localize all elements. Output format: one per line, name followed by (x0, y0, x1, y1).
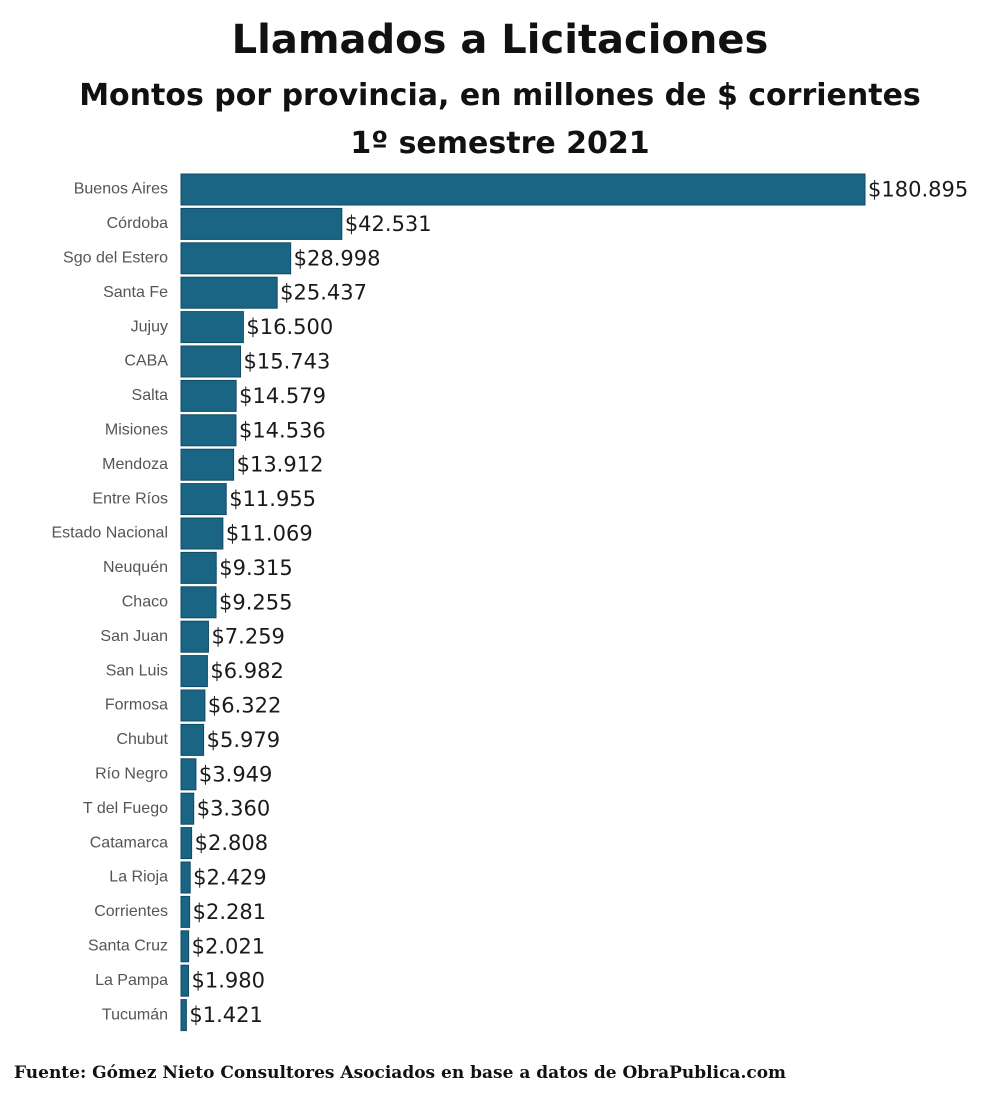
bar-6 (180, 379, 237, 412)
category-label: Santa Fe (103, 284, 168, 301)
bar-22 (180, 930, 190, 963)
category-label: Entre Ríos (92, 490, 168, 507)
value-label: $2.429 (193, 866, 266, 890)
category-label: Tucumán (102, 1006, 168, 1023)
category-label: Mendoza (102, 456, 168, 473)
category-label: Chubut (116, 731, 168, 748)
category-label: Neuquén (103, 559, 168, 576)
category-label: Buenos Aires (74, 181, 168, 198)
category-label: CABA (124, 353, 168, 370)
bar-4 (180, 311, 244, 344)
value-label: $1.421 (189, 1003, 262, 1027)
bar-7 (180, 414, 237, 447)
value-label: $5.979 (207, 728, 280, 752)
category-label: La Pampa (95, 972, 168, 989)
category-label: Formosa (105, 697, 168, 714)
value-label: $3.949 (199, 762, 272, 786)
value-label: $42.531 (345, 212, 432, 236)
bar-23 (180, 964, 189, 997)
bar-17 (180, 758, 197, 791)
value-label: $6.322 (208, 694, 281, 718)
bar-10 (180, 517, 224, 550)
value-label: $16.500 (246, 315, 333, 339)
category-label: Sgo del Estero (63, 250, 168, 267)
category-label: Catamarca (90, 834, 168, 851)
category-label: Río Negro (95, 766, 168, 783)
value-label: $2.281 (193, 900, 266, 924)
value-label: $9.315 (219, 556, 292, 580)
value-label: $28.998 (294, 246, 381, 270)
value-label: $9.255 (219, 590, 292, 614)
value-label: $25.437 (280, 281, 367, 305)
category-label: Misiones (105, 422, 168, 439)
value-label: $15.743 (244, 350, 331, 374)
category-label: La Rioja (109, 869, 168, 886)
bar-3 (180, 276, 278, 309)
value-label: $11.955 (229, 487, 316, 511)
category-label: San Luis (106, 662, 168, 679)
bar-1 (180, 207, 343, 240)
value-label: $180.895 (868, 178, 968, 202)
bar-5 (180, 345, 242, 378)
value-label: $1.980 (191, 969, 264, 993)
bar-0 (180, 173, 866, 206)
chart-period: 1º semestre 2021 (350, 126, 650, 161)
bar-14 (180, 655, 208, 688)
value-label: $14.579 (239, 384, 326, 408)
bar-16 (180, 723, 205, 756)
bar-12 (180, 586, 217, 619)
bar-2 (180, 242, 292, 275)
bar-24 (180, 999, 187, 1032)
bar-18 (180, 792, 195, 825)
category-label: Chaco (122, 594, 168, 611)
bar-11 (180, 551, 217, 584)
value-label: $7.259 (211, 625, 284, 649)
bar-8 (180, 448, 235, 481)
category-label: Santa Cruz (88, 938, 168, 955)
value-label: $2.021 (192, 934, 265, 958)
bar-15 (180, 689, 206, 722)
category-label: Jujuy (131, 318, 168, 335)
source-note: Fuente: Gómez Nieto Consultores Asociado… (14, 1063, 787, 1083)
value-label: $14.536 (239, 418, 326, 442)
bar-9 (180, 483, 227, 516)
bar-20 (180, 861, 191, 894)
chart-subtitle: Montos por provincia, en millones de $ c… (79, 78, 921, 113)
category-label: Córdoba (107, 215, 168, 232)
category-label: San Juan (100, 628, 168, 645)
bar-19 (180, 827, 193, 860)
chart-title: Llamados a Licitaciones (231, 17, 769, 63)
value-label: $3.360 (197, 797, 270, 821)
category-label: Salta (132, 387, 169, 404)
value-label: $11.069 (226, 522, 313, 546)
value-label: $13.912 (237, 453, 324, 477)
category-label: T del Fuego (83, 800, 168, 817)
category-label: Corrientes (94, 903, 168, 920)
value-label: $6.982 (210, 659, 283, 683)
category-label: Estado Nacional (51, 525, 168, 542)
value-label: $2.808 (195, 831, 268, 855)
bar-13 (180, 620, 209, 653)
bar-21 (180, 895, 191, 928)
